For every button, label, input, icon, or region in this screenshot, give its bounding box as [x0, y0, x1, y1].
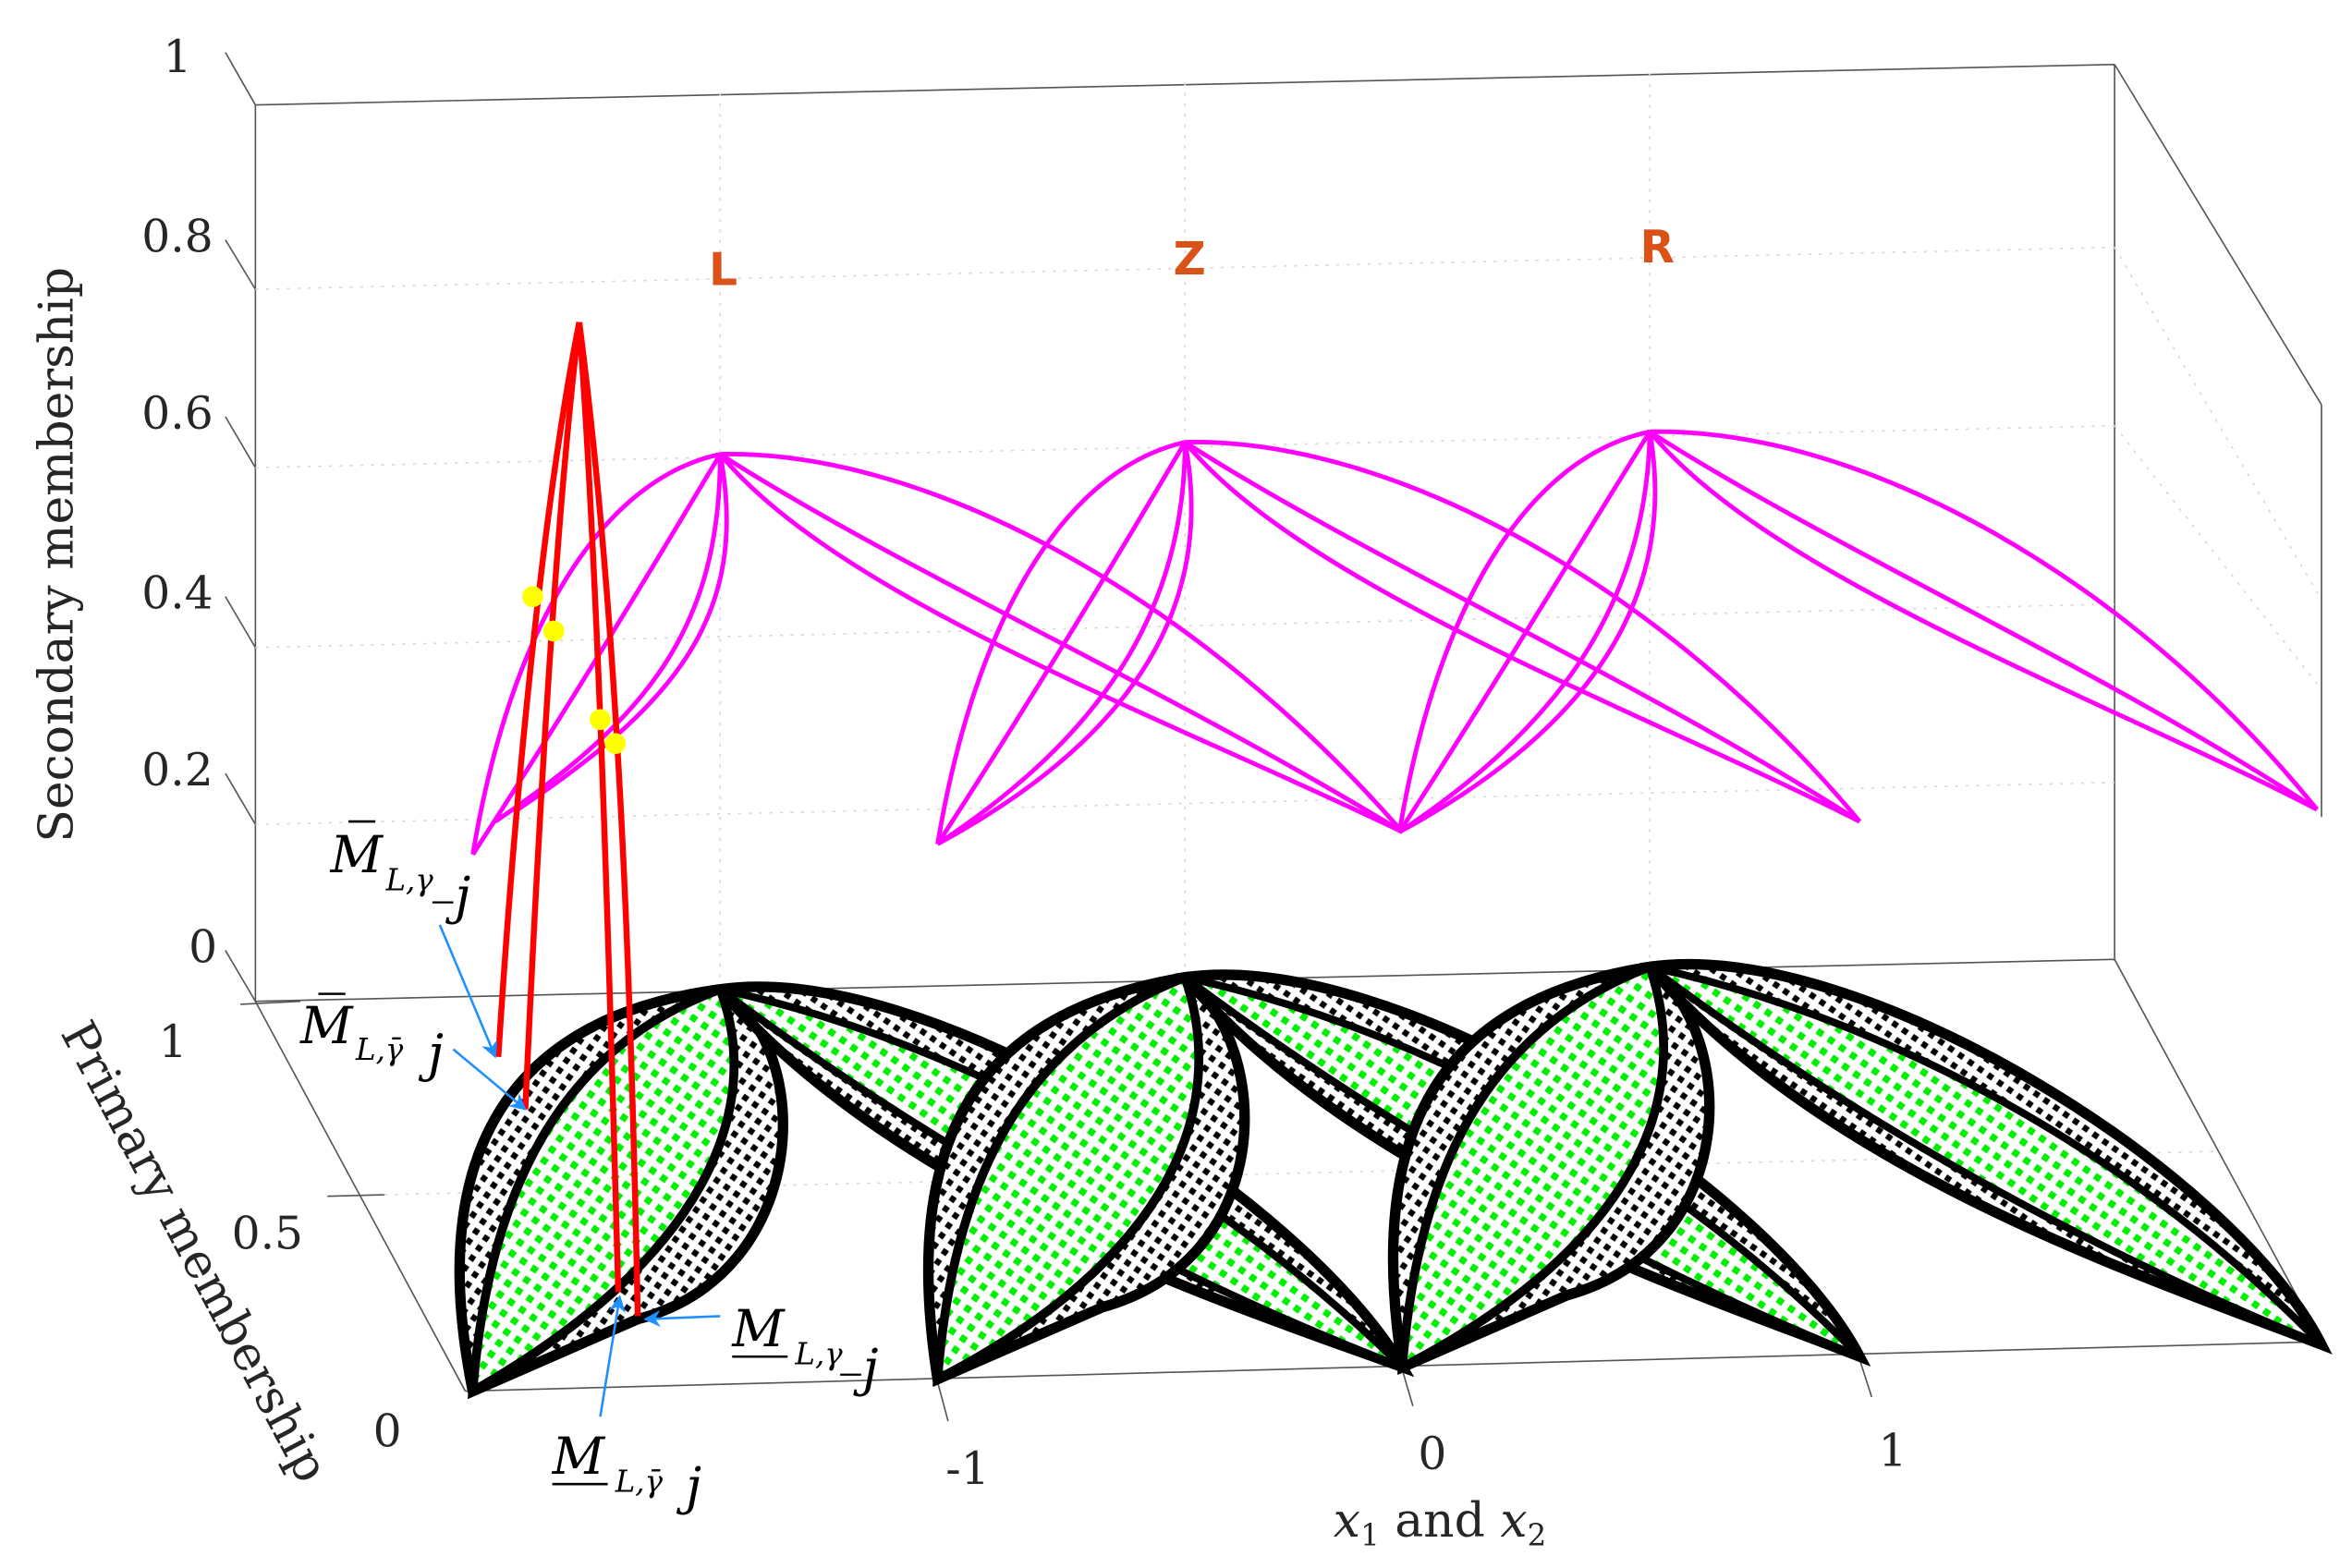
- vertical-slice-lines: [494, 322, 641, 1317]
- intersection-markers: [522, 586, 627, 755]
- axes-box: [225, 52, 2322, 1422]
- secondary-mf-curves: [470, 429, 2320, 857]
- set-label-R: R: [1640, 222, 1675, 273]
- annotation-Mbar-L-gamma-upper: M L,γ̄ j: [299, 992, 444, 1083]
- marker: [604, 733, 627, 755]
- svg-text:L,γ̄: L,γ̄: [355, 1032, 404, 1067]
- z-tick-0.2: 0.2: [141, 745, 213, 796]
- fou-R: [1387, 958, 2333, 1375]
- fou-surfaces: [454, 958, 2333, 1400]
- annotation-Mbar-L-gamma-lower: M L,γ j: [329, 820, 470, 926]
- x-tick-0: 0: [1418, 1428, 1446, 1480]
- svg-text:L,γ: L,γ: [385, 863, 434, 898]
- x-axis-label: x1 and x2: [1334, 1493, 1546, 1553]
- z-tick-0.4: 0.4: [141, 568, 213, 620]
- z-tick-0.6: 0.6: [141, 388, 213, 440]
- marker: [590, 709, 611, 731]
- z-tick-0.8: 0.8: [141, 212, 213, 263]
- annotation-arrows: [438, 924, 721, 1417]
- z-tick-1: 1: [164, 31, 192, 83]
- x-tick-labels: -1 0 1: [945, 1426, 1907, 1495]
- svg-text:M: M: [731, 1300, 786, 1359]
- svg-text:j: j: [852, 1339, 878, 1398]
- y-tick-1: 1: [159, 1016, 188, 1068]
- svg-text:j: j: [418, 1024, 444, 1083]
- annotation-Munder-L-gamma-upper: M L,γ̄ j: [552, 1428, 702, 1516]
- marker: [542, 620, 565, 642]
- svg-text:L,γ: L,γ: [794, 1336, 843, 1371]
- y-tick-0: 0: [373, 1406, 402, 1458]
- y-tick-0.5: 0.5: [232, 1208, 303, 1259]
- x-tick-neg1: -1: [945, 1443, 989, 1495]
- x-tick-1: 1: [1879, 1426, 1907, 1477]
- z-tick-labels: 1 0.8 0.6 0.4 0.2 0: [141, 31, 217, 974]
- set-label-L: L: [709, 244, 737, 296]
- marker: [522, 586, 543, 608]
- svg-text:M: M: [299, 997, 354, 1056]
- z-tick-0: 0: [189, 922, 217, 974]
- z-axis-label: Secondary membership: [29, 267, 84, 843]
- svg-text:L,γ̄: L,γ̄: [615, 1464, 664, 1499]
- svg-text:j: j: [676, 1457, 701, 1516]
- set-label-Z: Z: [1173, 234, 1205, 286]
- svg-text:j: j: [445, 867, 470, 926]
- svg-text:M: M: [552, 1428, 606, 1487]
- svg-text:M: M: [329, 826, 384, 885]
- y-tick-labels: 0 0.5 1: [159, 1016, 402, 1458]
